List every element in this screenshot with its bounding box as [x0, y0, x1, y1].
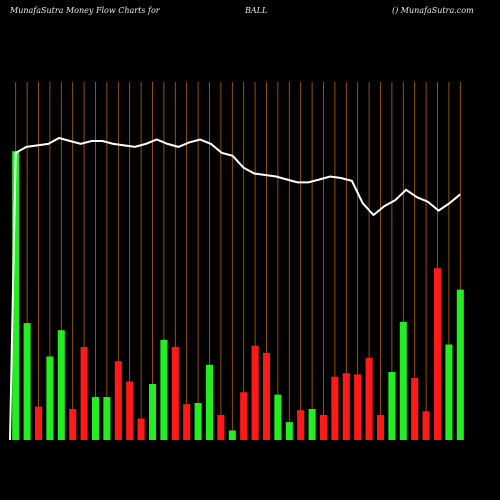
flow-bar: [388, 371, 396, 440]
flow-bar: [160, 339, 168, 440]
flow-bars: [12, 151, 464, 441]
flow-bar: [297, 410, 305, 440]
chart-title-left: MunafaSutra Money Flow Charts for: [10, 6, 160, 15]
flow-bar: [365, 357, 373, 440]
flow-bar: [251, 345, 259, 440]
flow-bar: [445, 344, 453, 440]
flow-bar: [23, 323, 31, 440]
flow-bar: [433, 268, 442, 440]
flow-bar: [69, 408, 77, 440]
flow-bar: [342, 373, 350, 440]
flow-bar: [274, 394, 282, 440]
flow-bar: [319, 414, 328, 440]
flow-bar: [126, 381, 134, 440]
flow-bar: [331, 376, 339, 440]
chart-symbol: BALL: [245, 6, 268, 15]
site-credit: () MunafaSutra.com: [392, 6, 474, 15]
price-line: [9, 136, 461, 441]
flow-bar: [308, 408, 316, 440]
flow-bar: [456, 289, 464, 440]
flow-bar: [354, 374, 362, 440]
flow-bar: [376, 414, 385, 440]
flow-bar: [46, 356, 54, 440]
flow-bar: [194, 403, 202, 440]
flow-bar: [422, 411, 430, 440]
flow-bar: [285, 422, 293, 440]
flow-bar: [217, 414, 225, 440]
flow-bar: [171, 346, 179, 440]
flow-bar: [240, 392, 248, 440]
flow-bar: [12, 151, 20, 441]
flow-bar: [205, 364, 214, 440]
flow-bar: [103, 397, 111, 440]
flow-bar: [80, 346, 88, 440]
flow-bar: [411, 377, 419, 440]
flow-bar: [262, 352, 271, 440]
flow-bar: [137, 418, 145, 440]
flow-bar: [228, 430, 236, 440]
price-line-layer: [9, 136, 461, 441]
flow-bar: [148, 383, 157, 440]
flow-bar: [399, 321, 407, 440]
flow-bar: [183, 404, 191, 440]
flow-bar: [57, 330, 65, 440]
flow-bar: [91, 397, 100, 440]
flow-bar: [114, 361, 122, 440]
flow-bar: [34, 406, 43, 440]
